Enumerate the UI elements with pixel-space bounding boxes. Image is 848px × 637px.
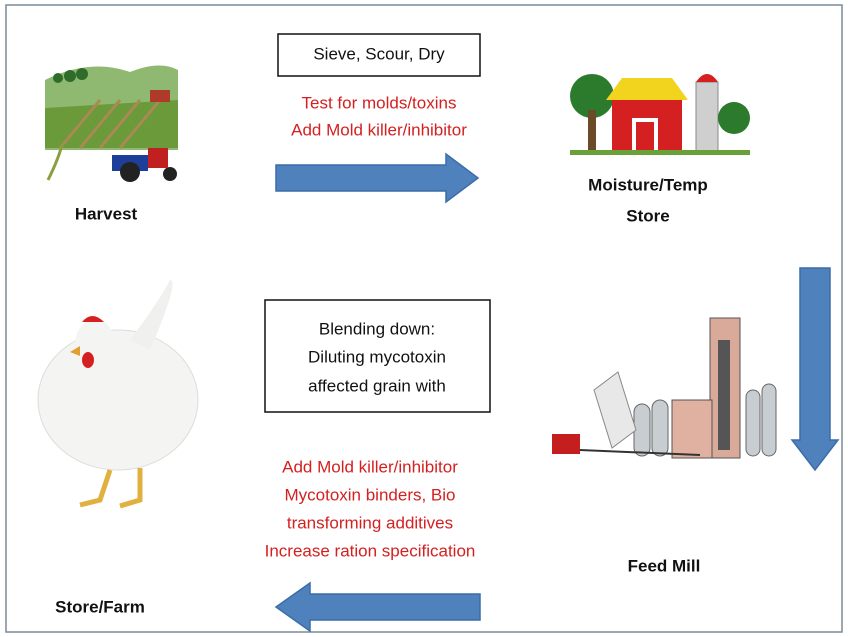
- note-text: transforming additives: [287, 513, 453, 532]
- node-label: Harvest: [75, 204, 138, 223]
- box-text: Diluting mycotoxin: [308, 347, 446, 366]
- box-text: Blending down:: [319, 319, 435, 338]
- note-text: Increase ration specification: [265, 541, 476, 560]
- note-text: Add Mold killer/inhibitor: [282, 457, 458, 476]
- note-text: Mycotoxin binders, Bio: [284, 485, 455, 504]
- node-label: Store: [626, 206, 669, 225]
- node-label: Feed Mill: [628, 556, 701, 575]
- note-text: Test for molds/toxins: [302, 93, 457, 112]
- node-label: Store/Farm: [55, 597, 145, 616]
- note-text: Add Mold killer/inhibitor: [291, 120, 467, 139]
- diagram: Sieve, Scour, Dry Test for molds/toxins …: [0, 0, 848, 637]
- node-label: Moisture/Temp: [588, 175, 708, 194]
- box-text: Sieve, Scour, Dry: [313, 44, 445, 63]
- box-text: affected grain with: [308, 376, 446, 395]
